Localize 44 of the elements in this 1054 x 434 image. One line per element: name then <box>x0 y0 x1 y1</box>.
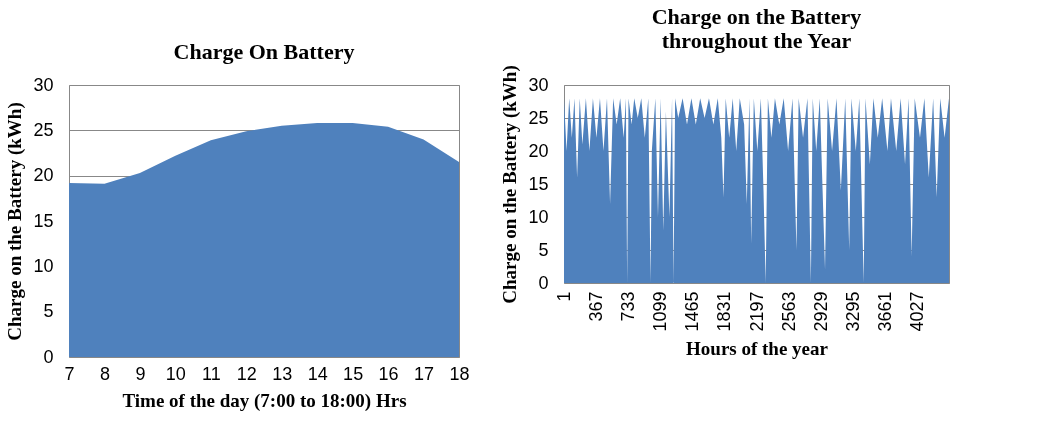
y-tick-label: 5 <box>43 301 54 322</box>
x-tick-label: 7 <box>64 363 75 384</box>
y-tick-label: 25 <box>528 107 549 128</box>
x-tick-label: 2929 <box>810 291 831 332</box>
x-tick-label: 2197 <box>746 291 767 332</box>
x-tick-label: 14 <box>307 363 328 384</box>
chart-title: Charge on the Battery throughout the Year <box>651 3 862 53</box>
y-tick-label: 30 <box>33 74 54 95</box>
x-axis-title: Hours of the year <box>686 337 829 359</box>
x-tick-label: 1099 <box>650 291 671 332</box>
chart-title: Charge On Battery <box>173 39 355 64</box>
x-tick-label: 10 <box>165 363 186 384</box>
y-tick-label: 10 <box>528 206 549 227</box>
y-tick-label: 30 <box>528 74 549 95</box>
x-tick-label: 733 <box>617 291 638 322</box>
y-tick-label: 0 <box>43 346 54 367</box>
x-tick-label: 15 <box>343 363 364 384</box>
y-tick-label: 10 <box>33 255 54 276</box>
x-tick-label: 1831 <box>714 291 735 332</box>
y-tick-label: 15 <box>528 173 549 194</box>
x-tick-label: 367 <box>585 291 606 322</box>
x-tick-label: 13 <box>272 363 293 384</box>
y-tick-label: 20 <box>33 165 54 186</box>
y-tick-label: 25 <box>33 119 54 140</box>
x-tick-label: 9 <box>135 363 146 384</box>
x-tick-label: 8 <box>99 363 110 384</box>
y-axis-title: Charge on the Battery (kWh) <box>499 65 522 304</box>
y-tick-label: 5 <box>538 239 549 260</box>
x-tick-label: 1465 <box>682 291 703 332</box>
x-axis-title: Time of the day (7:00 to 18:00) Hrs <box>122 389 407 412</box>
x-tick-label: 3661 <box>875 291 896 332</box>
x-tick-label: 16 <box>378 363 399 384</box>
y-tick-label: 0 <box>538 272 549 293</box>
x-tick-label: 17 <box>414 363 435 384</box>
y-axis-title: Charge on the Battery (kWh) <box>4 102 27 341</box>
x-tick-label: 2563 <box>778 291 799 332</box>
x-tick-label: 4027 <box>907 291 928 332</box>
x-tick-label: 11 <box>201 363 221 384</box>
y-tick-label: 20 <box>528 140 549 161</box>
x-tick-label: 3295 <box>843 291 864 332</box>
x-tick-label: 18 <box>449 363 470 384</box>
x-tick-label: 1 <box>553 291 574 302</box>
x-tick-label: 12 <box>236 363 257 384</box>
y-tick-label: 15 <box>33 210 54 231</box>
